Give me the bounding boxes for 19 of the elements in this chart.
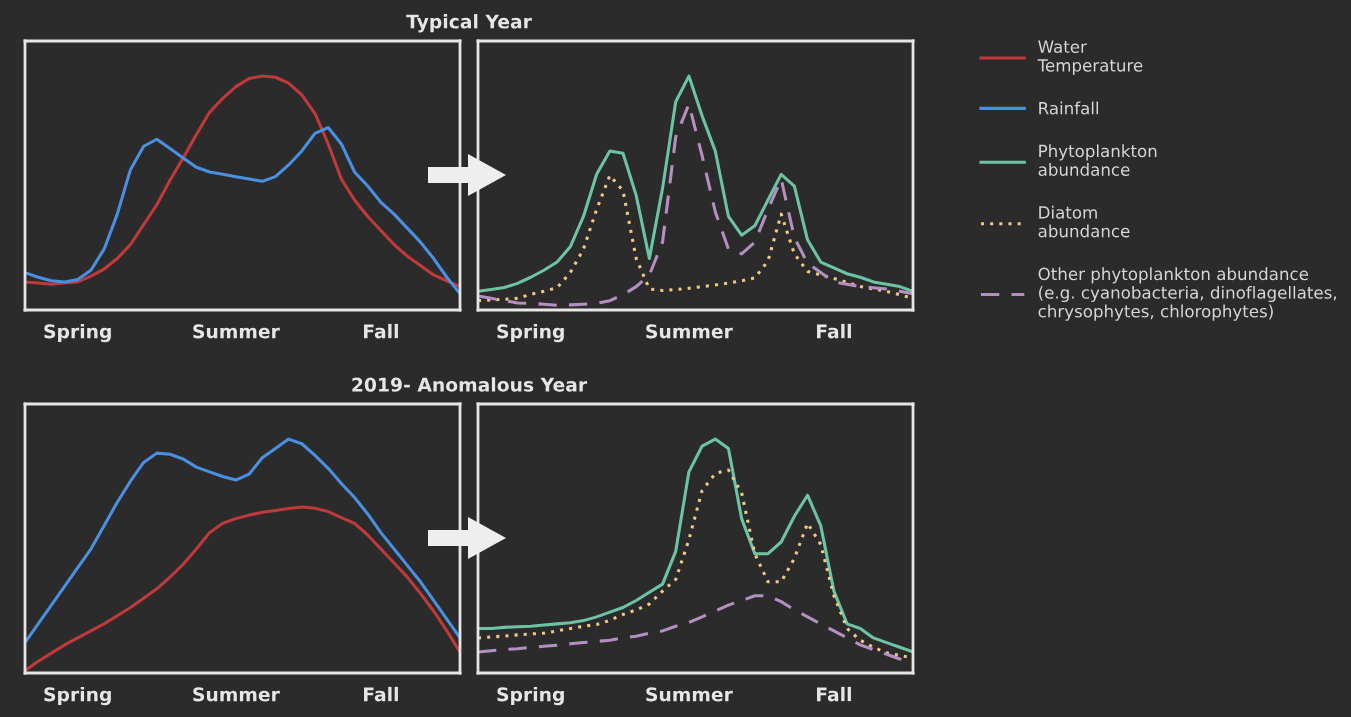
chart-title: Typical Year xyxy=(406,14,532,33)
legend-label: Phytoplankton abundance xyxy=(1038,144,1157,176)
legend-label: Rainfall xyxy=(1039,101,1099,115)
x-tick-label: Spring xyxy=(497,686,564,706)
legend-label: Other phytoplankton abundance (e.g. cyanobacteria, dinoflagellates, chrysophytes, chlorophytes) xyxy=(1038,267,1337,321)
x-tick-label: Spring xyxy=(44,323,111,343)
x-tick-label: Fall xyxy=(364,323,398,339)
x-tick-label: Fall xyxy=(364,686,398,702)
x-tick-label: Summer xyxy=(193,324,280,339)
legend-label: Diatom abundance xyxy=(1038,205,1130,238)
x-tick-label: Fall xyxy=(817,323,851,339)
x-tick-label: Summer xyxy=(646,687,733,702)
legend-label: Water Temperature xyxy=(1037,40,1143,75)
x-tick-label: Summer xyxy=(646,324,733,339)
x-tick-label: Fall xyxy=(817,686,851,702)
x-tick-label: Spring xyxy=(497,323,564,343)
chart-title: 2019- Anomalous Year xyxy=(352,377,588,392)
x-tick-label: Summer xyxy=(193,687,280,702)
x-tick-label: Spring xyxy=(44,686,111,706)
